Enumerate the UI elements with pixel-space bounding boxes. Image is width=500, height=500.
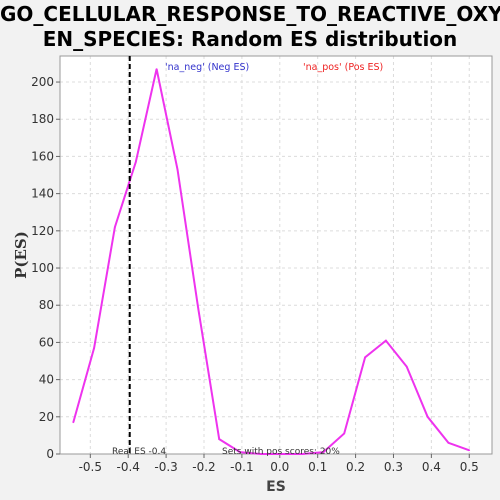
data-point <box>343 432 346 435</box>
data-point <box>155 68 158 70</box>
data-point <box>301 453 304 455</box>
x-tick-label: 0.0 <box>270 460 289 474</box>
x-tick-label: -0.4 <box>116 460 139 474</box>
x-tick-label: 0.4 <box>422 460 441 474</box>
x-tick-label: -0.3 <box>154 460 177 474</box>
data-point <box>405 365 408 368</box>
y-tick-label: 160 <box>31 149 54 163</box>
data-point <box>93 347 95 349</box>
y-tick-label: 60 <box>39 335 54 349</box>
x-tick-label: -0.1 <box>230 460 253 474</box>
x-tick-label: -0.2 <box>192 460 215 474</box>
pos-scores-annotation: Sets with pos scores: 20% <box>222 447 340 457</box>
data-point <box>72 421 75 424</box>
x-tick-label: 0.1 <box>308 460 327 474</box>
y-tick-label: 20 <box>39 410 54 424</box>
chart-title-line-1: GO_CELLULAR_RESPONSE_TO_REACTIVE_OXYG <box>0 2 500 26</box>
data-point <box>239 451 241 453</box>
y-tick-label: 140 <box>31 187 54 201</box>
data-point <box>447 442 450 444</box>
legend-neg-label: 'na_neg' (Neg ES) <box>165 62 249 73</box>
es-distribution-line <box>72 68 470 455</box>
data-point <box>426 416 429 418</box>
y-tick-label: 200 <box>31 75 54 89</box>
data-point <box>197 308 200 310</box>
data-point <box>114 226 116 228</box>
real-es-annotation: Real ES -0.4 <box>112 447 166 457</box>
x-axis-label: ES <box>266 479 286 495</box>
data-point <box>280 453 283 455</box>
y-tick-label: 100 <box>31 261 54 275</box>
data-point <box>468 449 471 452</box>
y-tick-label: 180 <box>31 112 54 126</box>
data-point <box>322 451 325 453</box>
data-point <box>260 453 262 455</box>
y-tick-label: 0 <box>46 447 54 461</box>
data-point <box>385 339 387 342</box>
data-point <box>364 356 366 359</box>
x-tick-label: 0.3 <box>384 460 403 474</box>
y-axis-label: P(ES) <box>12 231 30 279</box>
plot-area <box>60 56 492 454</box>
data-point <box>134 161 137 163</box>
x-tick-label: 0.5 <box>460 460 479 474</box>
y-tick-label: 120 <box>31 224 54 238</box>
chart-title-line-2: EN_SPECIES: Random ES distribution <box>42 27 458 51</box>
legend-pos-label: 'na_pos' (Pos ES) <box>303 62 383 73</box>
x-tick-label: -0.5 <box>79 460 102 474</box>
y-tick-label: 80 <box>39 298 54 312</box>
x-tick-label: 0.2 <box>346 460 365 474</box>
y-tick-label: 40 <box>39 373 54 387</box>
data-point <box>176 168 179 171</box>
data-point <box>218 438 220 440</box>
